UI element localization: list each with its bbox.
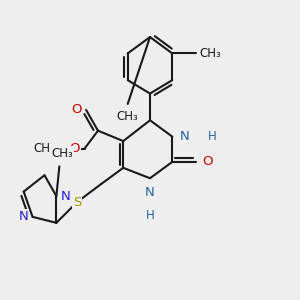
Text: O: O bbox=[202, 155, 212, 168]
Text: H: H bbox=[208, 130, 217, 143]
Text: N: N bbox=[180, 130, 190, 143]
Text: CH₃: CH₃ bbox=[51, 147, 73, 161]
Text: CH₃: CH₃ bbox=[117, 110, 139, 123]
Text: H: H bbox=[146, 209, 154, 222]
Text: O: O bbox=[71, 103, 82, 116]
Text: S: S bbox=[73, 196, 81, 208]
Text: N: N bbox=[145, 186, 155, 199]
Text: N: N bbox=[18, 210, 28, 224]
Text: N: N bbox=[61, 190, 70, 202]
Text: CH₃: CH₃ bbox=[33, 142, 55, 155]
Text: CH₃: CH₃ bbox=[199, 47, 221, 60]
Text: O: O bbox=[70, 142, 80, 155]
